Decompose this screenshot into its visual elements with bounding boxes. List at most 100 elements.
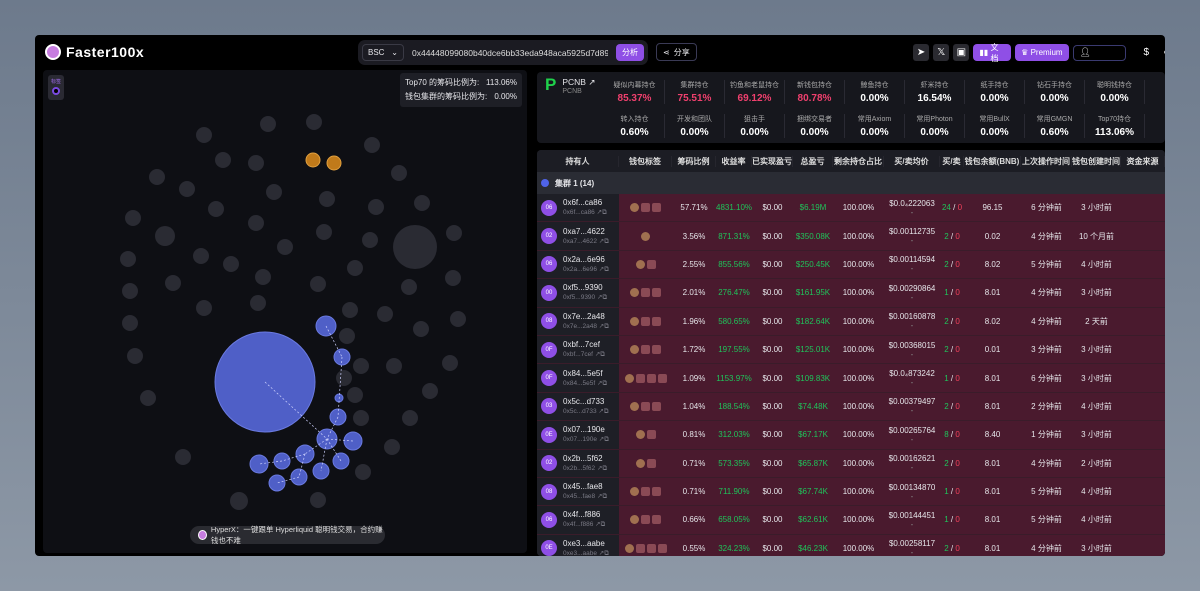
- table-row[interactable]: 03 0x5c...d733 0x5c...d733 ↗⧉ 1.04% 188.54%…: [537, 392, 1165, 422]
- wallet-tag-icon[interactable]: [630, 487, 639, 497]
- external-link-icon[interactable]: ↗: [598, 322, 605, 330]
- external-link-icon[interactable]: ↗: [594, 351, 601, 359]
- holder-bubble[interactable]: [391, 165, 407, 181]
- bookmark-icon[interactable]: ▣: [953, 44, 970, 61]
- wallet-tag-icon[interactable]: [646, 458, 656, 468]
- table-row[interactable]: 0F 0x84...5e5f 0x84...5e5f ↗⧉ 1.09% 1153.97…: [537, 364, 1165, 393]
- holder-bubble[interactable]: [316, 224, 332, 240]
- holder-bubble[interactable]: [255, 269, 271, 285]
- column-header[interactable]: 钱包标签: [619, 155, 672, 167]
- column-header[interactable]: 筹码比例: [672, 155, 716, 167]
- cluster-row[interactable]: 集群 1 (14): [537, 172, 1165, 194]
- holder-bubble[interactable]: [248, 155, 264, 171]
- logo[interactable]: Faster100x: [45, 44, 144, 60]
- holder-address[interactable]: 0x6f...ca86: [563, 198, 603, 208]
- holder-bubble[interactable]: [140, 390, 156, 406]
- copy-icon[interactable]: ⧉: [602, 464, 608, 472]
- wallet-tag-icon[interactable]: [641, 316, 650, 326]
- holder-bubble[interactable]: [422, 383, 438, 399]
- column-header[interactable]: 总盈亏: [793, 155, 833, 167]
- holder-address[interactable]: 0x2b...5f62: [563, 453, 603, 463]
- holder-bubble[interactable]: [319, 191, 335, 207]
- holder-bubble[interactable]: [362, 232, 378, 248]
- copy-icon[interactable]: ⧉: [602, 294, 608, 302]
- holder-bubble[interactable]: [149, 169, 165, 185]
- wallet-tag-icon[interactable]: [641, 288, 650, 298]
- holder-bubble[interactable]: [413, 321, 429, 337]
- user-button[interactable]: 👤︎: [1072, 44, 1127, 61]
- holder-address[interactable]: 0xa7...4622: [563, 226, 605, 236]
- holder-bubble[interactable]: [208, 201, 224, 217]
- wallet-tag-icon[interactable]: [646, 430, 656, 440]
- cluster-bubble[interactable]: [268, 474, 286, 492]
- wallet-tag-icon[interactable]: [630, 288, 639, 298]
- holder-bubble[interactable]: [260, 116, 276, 132]
- holder-cell[interactable]: 0E 0x07...190e 0x07...190e ↗⧉: [537, 421, 619, 449]
- holder-bubble[interactable]: [364, 137, 380, 153]
- holder-bubble[interactable]: [165, 275, 181, 291]
- holder-bubble[interactable]: [306, 114, 322, 130]
- holder-bubble[interactable]: [445, 270, 461, 286]
- holder-address[interactable]: 0x7e...2a48: [563, 311, 605, 321]
- wallet-tag-icon[interactable]: [630, 401, 639, 411]
- wallet-tag-icon[interactable]: [641, 401, 650, 411]
- wallet-tag-icon[interactable]: [630, 345, 639, 355]
- bubble-map[interactable]: [43, 70, 527, 553]
- holder-bubble[interactable]: [230, 492, 248, 510]
- wallet-tag-icon[interactable]: [646, 259, 656, 269]
- premium-button[interactable]: ♛ Premium: [1015, 44, 1069, 61]
- holder-bubble[interactable]: [353, 358, 369, 374]
- holder-bubble[interactable]: [402, 410, 418, 426]
- wallet-tag-icon[interactable]: [646, 373, 656, 383]
- copy-icon[interactable]: ⧉: [603, 407, 609, 415]
- holder-address[interactable]: 0x2a...6e96: [563, 254, 605, 264]
- table-row[interactable]: 06 0x4f...f886 0x4f...f886 ↗⧉ 0.66% 658.05%…: [537, 506, 1165, 535]
- wallet-tag-icon[interactable]: [652, 487, 661, 497]
- column-header[interactable]: 买/卖均价: [884, 155, 940, 167]
- holder-bubble[interactable]: [125, 210, 141, 226]
- holder-address[interactable]: 0xf5...9390: [563, 283, 603, 293]
- external-link-icon[interactable]: ↗: [595, 521, 601, 529]
- holder-bubble[interactable]: [248, 215, 264, 231]
- holder-cell[interactable]: 0E 0xe3...aabe 0xe3...aabe ↗⧉: [537, 534, 619, 556]
- holder-address[interactable]: 0x45...fae8: [563, 482, 603, 492]
- wallet-tag-icon[interactable]: [635, 259, 645, 269]
- holder-bubble[interactable]: [446, 225, 462, 241]
- column-header[interactable]: 剩余持仓占比: [834, 155, 884, 167]
- wallet-tag-icon[interactable]: [652, 401, 661, 411]
- holder-bubble[interactable]: [342, 302, 358, 318]
- table-row[interactable]: 00 0xf5...9390 0xf5...9390 ↗⧉ 2.01% 276.47%…: [537, 279, 1165, 308]
- cluster-bubble[interactable]: [332, 452, 350, 470]
- holder-bubble[interactable]: [347, 260, 363, 276]
- external-link-icon[interactable]: ↗: [596, 209, 603, 217]
- holder-bubble[interactable]: [277, 239, 293, 255]
- wallet-tag-icon[interactable]: [641, 203, 650, 213]
- holder-cell[interactable]: 08 0x7e...2a48 0x7e...2a48 ↗⧉: [537, 307, 619, 335]
- cluster-bubble[interactable]: [343, 431, 363, 451]
- holder-cell[interactable]: 0F 0x84...5e5f 0x84...5e5f ↗⧉: [537, 364, 619, 392]
- external-link-icon[interactable]: ↗: [596, 294, 603, 302]
- legend-toggle[interactable]: 标签: [48, 75, 64, 100]
- holder-cell[interactable]: 06 0x4f...f886 0x4f...f886 ↗⧉: [537, 506, 619, 534]
- wallet-tag-icon[interactable]: [624, 543, 634, 553]
- holder-bubble[interactable]: [442, 355, 458, 371]
- wallet-tag-icon[interactable]: [657, 543, 667, 553]
- wallet-tag-icon[interactable]: [635, 430, 645, 440]
- column-header[interactable]: 已实现盈亏: [752, 155, 793, 167]
- wallet-tag-icon[interactable]: [630, 316, 639, 326]
- column-header[interactable]: 上次操作时间: [1022, 155, 1072, 167]
- table-row[interactable]: 0E 0x07...190e 0x07...190e ↗⧉ 0.81% 312.03%…: [537, 421, 1165, 450]
- holder-cell[interactable]: 02 0x2b...5f62 0x2b...5f62 ↗⧉: [537, 449, 619, 477]
- holder-address[interactable]: 0x07...190e: [563, 425, 605, 435]
- column-header[interactable]: 钱包创建时间: [1072, 155, 1121, 167]
- holder-bubble[interactable]: [339, 328, 355, 344]
- orange-cluster-bubble[interactable]: [326, 155, 342, 171]
- holder-bubble[interactable]: [401, 279, 417, 295]
- wallet-tag-icon[interactable]: [652, 288, 661, 298]
- wallet-tag-icon[interactable]: [641, 345, 650, 355]
- external-link-icon[interactable]: ↗: [588, 77, 596, 87]
- table-row[interactable]: 02 0xa7...4622 0xa7...4622 ↗⧉ 3.56% 871.31%…: [537, 222, 1165, 251]
- external-link-icon[interactable]: ↗: [596, 493, 603, 501]
- holder-bubble[interactable]: [384, 439, 400, 455]
- table-row[interactable]: 06 0x2a...6e96 0x2a...6e96 ↗⧉ 2.55% 855.56%…: [537, 250, 1165, 280]
